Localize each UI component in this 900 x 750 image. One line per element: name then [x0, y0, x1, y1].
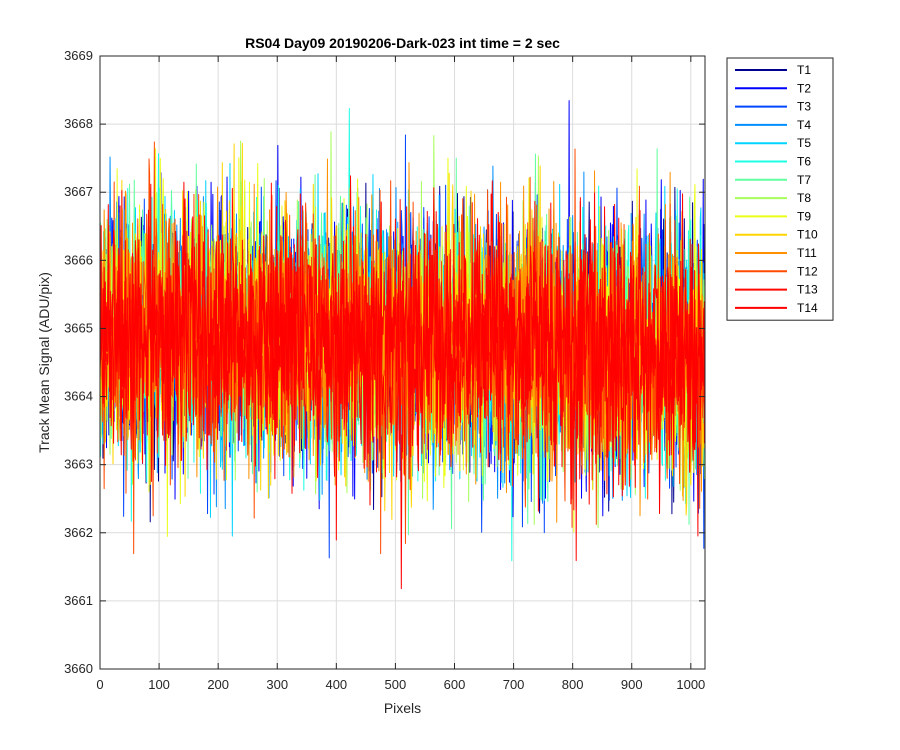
legend-label: T11	[797, 246, 817, 260]
x-tick-label: 600	[444, 677, 466, 692]
legend-label: T1	[797, 63, 811, 77]
legend-box	[726, 57, 834, 321]
legend-label: T4	[797, 118, 811, 132]
x-tick-label: 300	[266, 677, 288, 692]
legend-label: T3	[797, 100, 811, 114]
chart-title: RS04 Day09 20190206-Dark-023 int time = …	[245, 35, 560, 51]
y-tick-label: 3665	[64, 320, 93, 335]
x-tick-label: 1000	[676, 677, 705, 692]
legend-label: T7	[797, 173, 811, 187]
legend-label: T9	[797, 209, 811, 223]
y-tick-label: 3664	[64, 389, 93, 404]
legend-label: T2	[797, 81, 811, 95]
x-tick-label: 400	[325, 677, 347, 692]
x-tick-label: 500	[385, 677, 407, 692]
x-tick-label: 700	[503, 677, 525, 692]
y-tick-label: 3663	[64, 457, 93, 472]
x-tick-label: 900	[621, 677, 643, 692]
y-tick-label: 3660	[64, 661, 93, 676]
x-tick-label: 200	[207, 677, 229, 692]
x-tick-label: 0	[96, 677, 103, 692]
legend-label: T13	[797, 283, 818, 297]
y-tick-label: 3666	[64, 252, 93, 267]
y-axis-label: Track Mean Signal (ADU/pix)	[36, 272, 52, 453]
legend-label: T8	[797, 191, 811, 205]
y-tick-label: 3667	[64, 184, 93, 199]
x-tick-label: 800	[562, 677, 584, 692]
legend-label: T5	[797, 136, 811, 150]
series-layer	[100, 100, 705, 590]
legend-label: T6	[797, 155, 811, 169]
y-tick-label: 3668	[64, 116, 93, 131]
y-tick-label: 3661	[64, 593, 93, 608]
axes-box	[99, 55, 706, 670]
x-tick-label: 100	[148, 677, 170, 692]
legend-label: T14	[797, 301, 818, 315]
y-tick-label: 3669	[64, 48, 93, 63]
axis-ticks: 0 100 200 300 400 500 600 700 800 900 1000 3660 3661…	[64, 48, 705, 692]
series-line-t14	[100, 180, 705, 590]
legend-label: T10	[797, 228, 818, 242]
legend: T1 T2 T3 T4 T5 T6 T7 T8 T9 T10 T11 T12 T13 T14	[726, 57, 834, 321]
y-tick-label: 3662	[64, 525, 93, 540]
x-axis-label: Pixels	[384, 700, 421, 716]
legend-label: T12	[797, 264, 818, 278]
